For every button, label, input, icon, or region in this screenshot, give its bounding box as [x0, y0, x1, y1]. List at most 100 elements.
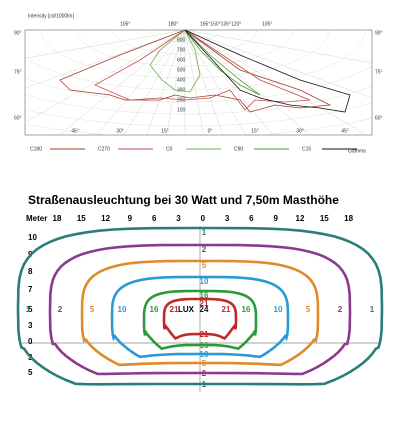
intensity-curve — [184, 29, 351, 113]
x-label: 3 — [176, 214, 181, 223]
grid-line — [184, 30, 224, 135]
grid-line — [184, 30, 311, 135]
top-angle: 105° — [120, 21, 130, 27]
legend-label: C180 — [30, 146, 42, 152]
grid-line — [124, 30, 186, 135]
contour-label: 10 — [118, 305, 127, 314]
contour-label: 21 — [170, 305, 179, 314]
isolux-contour — [80, 259, 320, 367]
bottom-angle: 15° — [251, 128, 259, 134]
radial-value: 100 — [177, 107, 186, 113]
photometric-frame — [24, 29, 373, 136]
y-label: 0 — [28, 337, 33, 346]
unit-label: LUX — [178, 305, 195, 314]
left-angle: 90° — [14, 30, 22, 36]
grid-arc — [25, 65, 372, 103]
radial-value: 600 — [177, 57, 186, 63]
contour-label: 2 — [202, 369, 207, 378]
right-angle: 90° — [375, 30, 383, 36]
radial-value: 800 — [177, 37, 186, 43]
grid-line — [59, 30, 186, 135]
x-label: 6 — [249, 214, 254, 223]
grid-line — [184, 30, 368, 135]
bottom-angle: 30° — [116, 128, 124, 134]
contour-label: 2 — [58, 305, 63, 314]
left-angle: 60° — [14, 115, 22, 121]
x-label: 15 — [77, 214, 86, 223]
isolux-contour — [142, 289, 258, 351]
grid-line — [25, 30, 186, 59]
grid-line — [184, 30, 274, 135]
contour-label: 1 — [202, 380, 207, 389]
isolux-contour — [110, 275, 290, 359]
contour-label: 5 — [202, 359, 207, 368]
grid-arc — [25, 30, 366, 91]
isolux-contour — [16, 226, 384, 386]
radial-value: 300 — [177, 87, 186, 93]
isolux-title: Straßenausleuchtung bei 30 Watt und 7,50… — [28, 193, 339, 207]
grid-line — [146, 30, 186, 135]
right-angle: 60° — [375, 115, 383, 121]
right-angle: 75° — [375, 69, 383, 75]
top-angle: 180° — [168, 21, 178, 27]
contour-label: 21 — [222, 305, 231, 314]
contour-label: 2 — [338, 305, 343, 314]
x-label: 15 — [320, 214, 329, 223]
grid-line — [184, 30, 372, 64]
contour-label: 10 — [200, 350, 209, 359]
contour-label: 16 — [242, 305, 251, 314]
x-label: 12 — [296, 214, 305, 223]
grid-line — [184, 30, 204, 135]
grid-line — [25, 30, 186, 123]
grid-line — [25, 30, 186, 89]
contour-label: 16 — [200, 341, 209, 350]
intensity-curve — [149, 29, 201, 93]
y-label: 3 — [28, 321, 33, 330]
contour-label: 1 — [26, 305, 31, 314]
radial-value: 400 — [177, 77, 186, 83]
radial-value: 700 — [177, 47, 186, 53]
contour-label: 16 — [200, 291, 209, 300]
grid-arc — [25, 102, 372, 127]
bottom-angle: 0° — [208, 128, 213, 134]
contour-label: 21 — [200, 299, 209, 308]
x-label: 18 — [344, 214, 353, 223]
gamma-label: Gamma — [348, 148, 366, 154]
contour-label: 5 — [202, 261, 207, 270]
contour-label: 1 — [370, 305, 375, 314]
bottom-angle: 30° — [296, 128, 304, 134]
x-label: 9 — [128, 214, 133, 223]
isolux-contour — [48, 243, 352, 376]
legend-label: C90 — [234, 146, 243, 152]
y-label: 7 — [28, 285, 33, 294]
x-label: 9 — [273, 214, 278, 223]
axis-title: Intensity [cd/1000lm] — [28, 13, 74, 19]
center-value: 24 — [200, 305, 209, 314]
y-label: 10 — [28, 233, 37, 242]
contour-label: 10 — [200, 277, 209, 286]
grid-line — [184, 30, 246, 135]
grid-line — [96, 30, 186, 135]
isolux-contour — [162, 297, 238, 340]
contour-label: 2 — [202, 245, 207, 254]
y-label: 5 — [28, 305, 33, 314]
bottom-angle: 45° — [71, 128, 79, 134]
intensity-curve — [59, 29, 332, 113]
bottom-angle: 15° — [161, 128, 169, 134]
radial-value: 200 — [177, 97, 186, 103]
contour-label: 5 — [90, 305, 95, 314]
grid-arc — [25, 86, 372, 115]
x-label: 6 — [152, 214, 157, 223]
contour-label: 16 — [150, 305, 159, 314]
x-label: 18 — [53, 214, 62, 223]
contour-label: 5 — [306, 305, 311, 314]
grid-arc — [40, 30, 330, 79]
top-angle: 165°150°135°120° — [200, 21, 241, 27]
grid-line — [184, 30, 372, 99]
legend-label: C15 — [302, 146, 311, 152]
intensity-curve — [184, 29, 261, 96]
y-label: 8 — [28, 267, 33, 276]
contour-label: 21 — [200, 330, 209, 339]
left-angle: 75° — [14, 69, 22, 75]
